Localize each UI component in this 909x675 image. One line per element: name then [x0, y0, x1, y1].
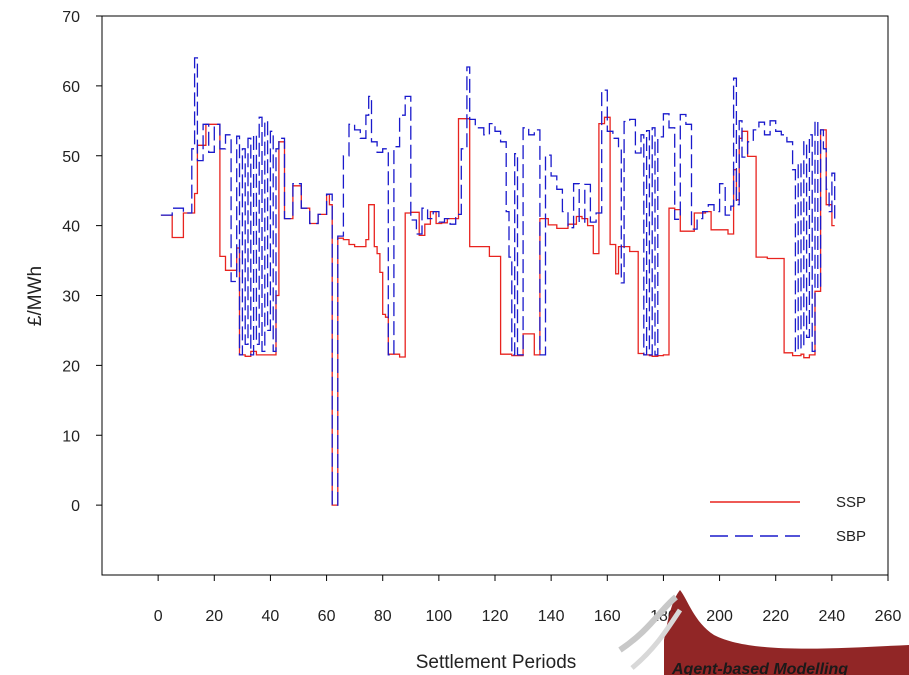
x-tick-label: 100	[426, 608, 453, 625]
x-axis-title: Settlement Periods	[416, 652, 577, 673]
x-tick-label: 200	[706, 608, 733, 625]
y-tick-label: 50	[62, 149, 80, 166]
y-tick-label: 60	[62, 79, 80, 96]
x-tick-label: 120	[482, 608, 509, 625]
y-tick-label: 40	[62, 219, 80, 236]
x-tick-label: 260	[875, 608, 902, 625]
legend: SSP SBP	[710, 494, 866, 545]
logo-mark	[664, 590, 909, 675]
y-tick-label: 30	[62, 289, 80, 306]
agent-based-modelling-logo: Agent-based Modelling	[618, 590, 909, 675]
x-tick-label: 20	[205, 608, 223, 625]
logo-swoosh	[618, 594, 678, 653]
x-tick-label: 60	[318, 608, 336, 625]
y-axis-ticks: 0 10 20 30 40 50 60 70	[62, 9, 102, 515]
series-layer	[160, 57, 836, 506]
logo-text: Agent-based Modelling	[671, 661, 848, 675]
y-axis-title: £/MWh	[25, 266, 46, 326]
legend-label-ssp: SSP	[836, 494, 866, 511]
x-tick-label: 160	[594, 608, 621, 625]
x-axis-ticks: 0 20 40 60 80 100 120 140 160 180 200 220 240 260	[154, 575, 902, 625]
x-tick-label: 80	[374, 608, 392, 625]
legend-label-sbp: SBP	[836, 528, 866, 545]
x-tick-label: 240	[819, 608, 846, 625]
logo-swoosh-lower	[630, 608, 683, 670]
y-tick-label: 0	[71, 498, 80, 515]
plot-frame	[101, 15, 889, 576]
series-line-sbp	[160, 57, 836, 506]
y-tick-label: 70	[62, 9, 80, 26]
x-tick-label: 40	[262, 608, 280, 625]
x-tick-label: 140	[538, 608, 565, 625]
x-tick-label: 0	[154, 608, 163, 625]
y-tick-label: 10	[62, 428, 80, 445]
x-tick-label: 220	[762, 608, 789, 625]
y-tick-label: 20	[62, 358, 80, 375]
